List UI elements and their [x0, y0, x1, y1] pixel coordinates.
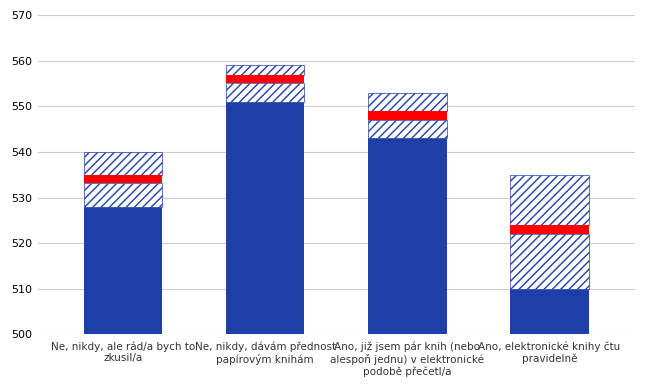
Bar — [368, 120, 446, 138]
Bar — [368, 93, 446, 111]
Bar — [84, 184, 162, 207]
Bar — [226, 65, 304, 75]
Bar — [510, 289, 589, 334]
Bar — [510, 234, 589, 289]
Bar — [368, 138, 446, 334]
Bar — [226, 75, 304, 83]
Bar — [510, 225, 589, 234]
Bar — [226, 102, 304, 334]
Bar — [84, 152, 162, 175]
Bar — [368, 111, 446, 120]
Bar — [226, 83, 304, 102]
Bar — [84, 207, 162, 334]
Bar — [84, 175, 162, 184]
Bar — [510, 175, 589, 225]
